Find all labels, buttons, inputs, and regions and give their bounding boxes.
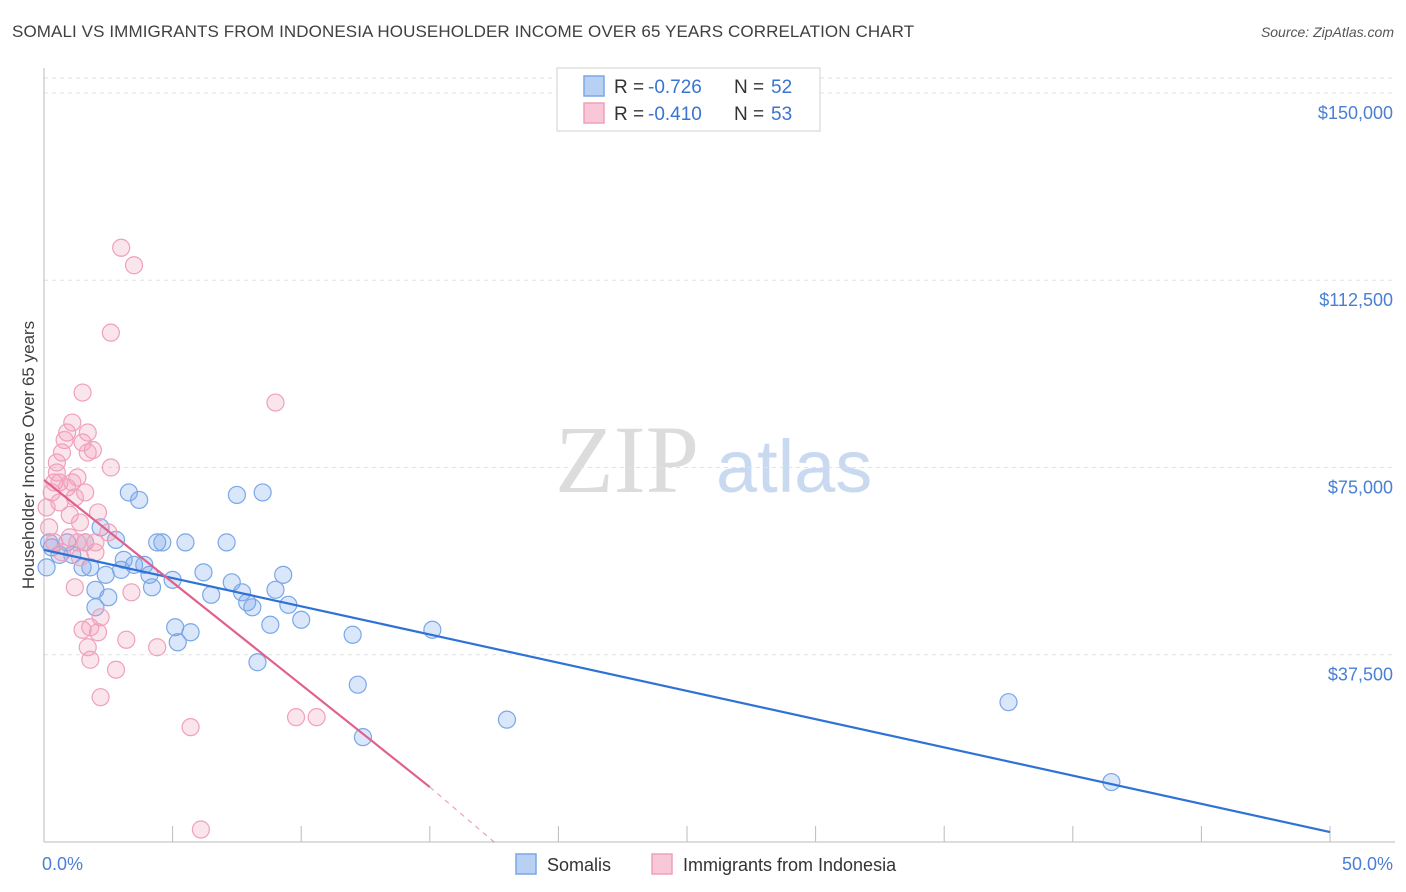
gridlines <box>44 78 1395 655</box>
series-legend: Somalis Immigrants from Indonesia <box>516 854 897 875</box>
indonesia-point <box>66 579 83 596</box>
bottom-legend-swatch-somalis <box>516 854 536 874</box>
somalis-point <box>293 611 310 628</box>
somalis-point <box>1000 694 1017 711</box>
indonesia-point <box>82 651 99 668</box>
watermark-atlas: atlas <box>716 425 872 508</box>
somalis-point <box>154 534 171 551</box>
legend-n-value-1: 53 <box>771 104 792 125</box>
somalis-point <box>267 581 284 598</box>
somalis-trend-line <box>44 550 1330 832</box>
y-tick-label: $112,500 <box>1319 290 1393 310</box>
somalis-point <box>254 484 271 501</box>
somalis-point <box>38 559 55 576</box>
indonesia-point <box>102 459 119 476</box>
indonesia-point <box>84 442 101 459</box>
somalis-point <box>97 566 114 583</box>
somalis-point <box>249 654 266 671</box>
y-axis-label: Householder Income Over 65 years <box>19 321 38 589</box>
somalis-point <box>244 599 261 616</box>
indonesia-point <box>79 424 96 441</box>
indonesia-point <box>118 631 135 648</box>
watermark-zip: ZIP <box>555 406 699 513</box>
somalis-point <box>262 616 279 633</box>
x-tick-label: 0.0% <box>42 854 83 874</box>
indonesia-point <box>267 394 284 411</box>
indonesia-point <box>113 239 130 256</box>
somalis-point <box>354 729 371 746</box>
somalis-point <box>144 579 161 596</box>
y-tick-label: $37,500 <box>1328 665 1393 685</box>
trend-lines <box>44 480 1330 842</box>
indonesia-point <box>288 709 305 726</box>
indonesia-point <box>69 469 86 486</box>
indonesia-point <box>74 384 91 401</box>
indonesia-point <box>149 639 166 656</box>
somalis-point <box>177 534 194 551</box>
legend-n-label-0: N = <box>734 77 764 98</box>
somalis-point <box>344 626 361 643</box>
series-somalis-points <box>38 484 1120 791</box>
indonesia-point <box>64 414 81 431</box>
indonesia-point <box>182 719 199 736</box>
legend-r-value-1: -0.410 <box>648 104 702 125</box>
stats-legend: R = -0.726 N = 52 R = -0.410 N = 53 <box>557 68 820 131</box>
indonesia-point <box>123 584 140 601</box>
somalis-point <box>167 619 184 636</box>
bottom-legend-label-indonesia: Immigrants from Indonesia <box>683 855 897 875</box>
scatter-chart: ZIP atlas $37,500 $75,000 $112,500 $150,000… <box>0 0 1406 892</box>
bottom-legend-swatch-indonesia <box>652 854 672 874</box>
y-tick-label: $150,000 <box>1318 103 1393 123</box>
indonesia-point <box>192 821 209 838</box>
somalis-point <box>275 566 292 583</box>
somalis-point <box>228 486 245 503</box>
somalis-point <box>218 534 235 551</box>
indonesia-point <box>308 709 325 726</box>
y-tick-label: $75,000 <box>1328 477 1393 497</box>
somalis-point <box>131 491 148 508</box>
indonesia-point <box>90 624 107 641</box>
somalis-point <box>498 711 515 728</box>
indonesia-point <box>77 484 94 501</box>
x-tick-label: 50.0% <box>1342 854 1393 874</box>
bottom-legend-label-somalis: Somalis <box>547 855 611 875</box>
indonesia-point <box>92 609 109 626</box>
y-tick-labels: $37,500 $75,000 $112,500 $150,000 <box>1318 103 1393 685</box>
indonesia-point <box>92 689 109 706</box>
indonesia-point <box>108 661 125 678</box>
legend-r-label-1: R = <box>614 104 644 125</box>
somalis-point <box>182 624 199 641</box>
legend-swatch-indonesia <box>584 103 604 123</box>
somalis-point <box>349 676 366 693</box>
indonesia-point <box>102 324 119 341</box>
legend-n-value-0: 52 <box>771 77 792 98</box>
somalis-point <box>100 589 117 606</box>
indonesia-trend-extension <box>430 787 494 842</box>
somalis-point <box>195 564 212 581</box>
legend-r-label-0: R = <box>614 77 644 98</box>
indonesia-point <box>72 514 89 531</box>
legend-swatch-somalis <box>584 76 604 96</box>
legend-n-label-1: N = <box>734 104 764 125</box>
legend-r-value-0: -0.726 <box>648 77 702 98</box>
indonesia-point <box>126 257 143 274</box>
